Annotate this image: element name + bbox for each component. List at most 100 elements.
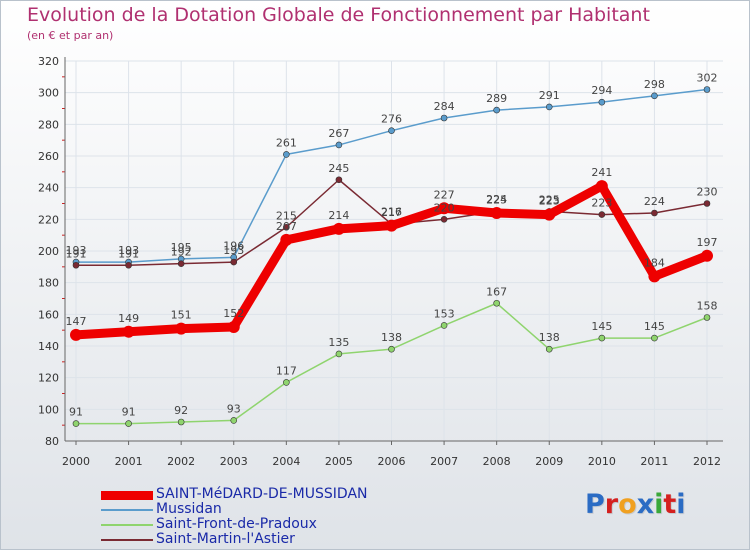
data-label: 193 (118, 244, 139, 257)
data-label: 276 (381, 113, 402, 126)
y-tick-label: 100 (38, 403, 59, 416)
proxiti-logo: Proxiti (585, 489, 686, 520)
data-point (598, 98, 606, 106)
data-point (545, 103, 553, 111)
y-tick-label: 260 (38, 150, 59, 163)
data-point (651, 334, 658, 342)
legend-swatch (101, 539, 153, 541)
data-point (440, 114, 448, 122)
y-tick-label: 120 (38, 372, 59, 385)
data-point (440, 216, 448, 223)
data-label: 167 (486, 285, 507, 298)
data-point (651, 92, 658, 100)
legend-swatch (101, 524, 153, 526)
data-point (280, 233, 293, 246)
y-tick-label: 180 (38, 277, 59, 290)
data-label: 91 (122, 406, 136, 419)
data-label: 138 (381, 331, 402, 344)
chart-title: Evolution de la Dotation Globale de Fonc… (27, 4, 650, 26)
legend-label: SAINT-MéDARD-DE-MUSSIDAN (156, 486, 368, 502)
data-point (283, 223, 290, 231)
x-tick-label: 2004 (272, 455, 300, 468)
data-point (545, 345, 553, 353)
data-point (175, 322, 188, 335)
data-point (598, 334, 606, 342)
data-label: 224 (486, 193, 507, 206)
data-point (125, 420, 132, 427)
data-label: 191 (66, 247, 87, 260)
data-point (283, 151, 290, 158)
data-label: 291 (539, 89, 560, 102)
data-point (177, 260, 185, 267)
data-point (703, 200, 711, 207)
y-tick-label: 140 (38, 340, 59, 353)
data-label: 149 (118, 312, 139, 325)
data-point (703, 86, 711, 93)
data-label: 91 (69, 406, 83, 419)
y-tick-label: 220 (38, 213, 59, 226)
data-label: 197 (697, 236, 718, 249)
x-tick-label: 2008 (483, 455, 511, 468)
data-label: 195 (171, 241, 192, 254)
data-point (72, 420, 80, 427)
data-point (230, 417, 238, 424)
data-label: 220 (434, 201, 455, 214)
data-point (385, 219, 398, 232)
data-label: 284 (434, 100, 455, 113)
data-point (388, 345, 395, 353)
x-tick-label: 2001 (115, 455, 143, 468)
logo-letter: t (663, 489, 677, 520)
logo-letter: i (676, 489, 686, 520)
data-point (283, 379, 290, 386)
data-label: 192 (171, 246, 192, 259)
data-label: 138 (539, 331, 560, 344)
x-tick-label: 2007 (430, 455, 458, 468)
data-point (440, 322, 448, 329)
data-label: 217 (381, 206, 402, 219)
data-label: 302 (697, 72, 718, 85)
data-label: 158 (697, 300, 718, 313)
data-label: 289 (486, 92, 507, 105)
data-label: 153 (434, 307, 455, 320)
data-label: 184 (644, 256, 665, 269)
data-label: 267 (328, 127, 349, 140)
data-point (335, 141, 343, 149)
x-tick-label: 2011 (640, 455, 668, 468)
y-tick-label: 160 (38, 308, 59, 321)
legend-label: Saint-Front-de-Pradoux (156, 516, 317, 532)
data-point (701, 249, 713, 262)
data-point (177, 418, 185, 426)
data-label: 117 (276, 364, 297, 377)
legend-swatch (101, 509, 153, 511)
data-label: 196 (223, 239, 244, 252)
data-point (332, 222, 345, 235)
data-point (651, 209, 658, 217)
x-tick-label: 2010 (588, 455, 616, 468)
data-label: 145 (644, 320, 665, 333)
data-label: 224 (644, 195, 665, 208)
data-label: 225 (539, 193, 560, 206)
data-label: 223 (539, 195, 560, 208)
logo-letter: i (654, 489, 664, 520)
data-label: 191 (118, 247, 139, 260)
data-point (227, 321, 240, 333)
x-tick-label: 2006 (378, 455, 406, 468)
data-label: 152 (223, 307, 244, 320)
data-label: 147 (66, 315, 87, 328)
x-tick-label: 2009 (535, 455, 563, 468)
data-label: 230 (697, 186, 718, 199)
logo-letter: x (636, 489, 655, 520)
data-label: 215 (276, 209, 297, 222)
data-label: 298 (644, 78, 665, 91)
y-tick-label: 200 (38, 245, 59, 258)
data-label: 207 (276, 220, 297, 233)
data-label: 294 (591, 84, 612, 97)
legend-label: Mussidan (156, 501, 222, 517)
data-label: 93 (227, 402, 241, 415)
x-tick-label: 2003 (220, 455, 248, 468)
logo-letter: P (585, 489, 605, 520)
data-label: 193 (66, 244, 87, 257)
data-point (335, 176, 343, 184)
data-point (335, 350, 343, 358)
data-point (595, 180, 608, 193)
